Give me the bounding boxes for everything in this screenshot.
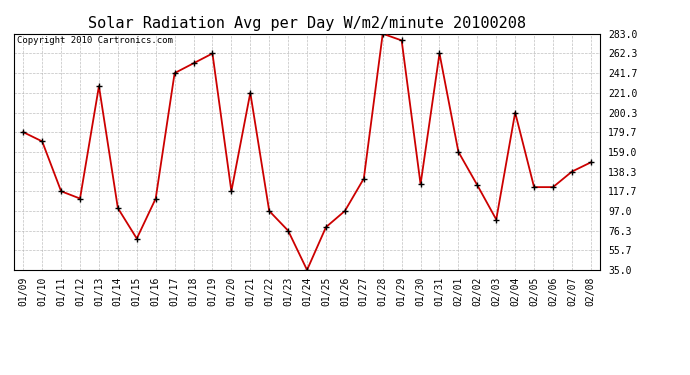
Title: Solar Radiation Avg per Day W/m2/minute 20100208: Solar Radiation Avg per Day W/m2/minute … — [88, 16, 526, 31]
Text: Copyright 2010 Cartronics.com: Copyright 2010 Cartronics.com — [17, 36, 172, 45]
